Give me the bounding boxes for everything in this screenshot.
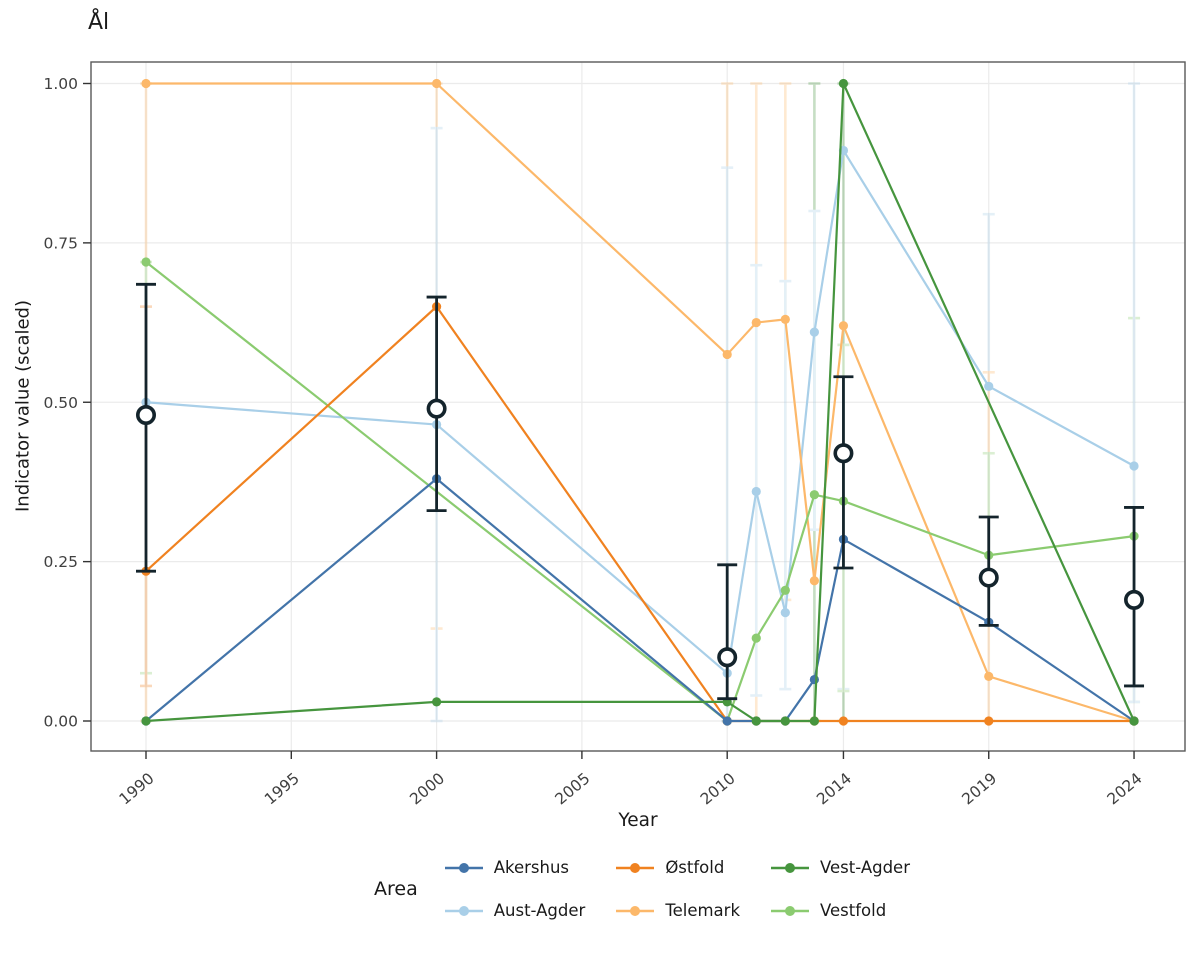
y-tick-label: 0.50 <box>43 394 78 412</box>
legend-item-label: Vest-Agder <box>820 858 910 877</box>
legend-key-icon <box>771 905 809 916</box>
data-point <box>780 314 790 324</box>
data-point <box>809 674 819 685</box>
page-title: Ål <box>88 10 110 35</box>
legend-item-label: Vestfold <box>820 901 887 920</box>
y-tick-label: 1.00 <box>43 75 78 93</box>
x-tick-label: 1995 <box>261 769 303 808</box>
legend-item--stfold: Østfold <box>615 858 740 877</box>
legend-item-akershus: Akershus <box>444 858 586 877</box>
data-point <box>1129 461 1139 471</box>
mean-point <box>833 443 854 464</box>
panel-border <box>90 61 1186 752</box>
x-tick-label: 1990 <box>116 769 158 808</box>
legend-item-label: Østfold <box>665 858 725 877</box>
series-line <box>145 82 1136 723</box>
legend-key-icon <box>616 905 655 916</box>
data-point <box>809 576 819 586</box>
series-line <box>145 261 1135 723</box>
y-tick-label: 0.75 <box>43 234 78 252</box>
legend-key-icon <box>444 862 483 873</box>
mean-point <box>717 647 738 668</box>
legend: Area Akershus Aust-Agder Østfold Telemark Ve… <box>374 858 910 920</box>
y-tick-label: 0.00 <box>43 713 78 731</box>
mean-point <box>1124 589 1145 610</box>
legend-item-vest-agder: Vest-Agder <box>770 858 910 877</box>
series-vest-agder <box>141 78 1139 726</box>
x-tick-label: 2024 <box>1104 769 1146 808</box>
legend-key-icon <box>444 905 483 916</box>
data-point <box>809 327 819 337</box>
gridlines <box>91 62 1185 751</box>
y-axis-title: Indicator value (scaled) <box>12 299 34 513</box>
data-point <box>751 716 761 726</box>
data-point <box>432 78 442 89</box>
data-point <box>722 349 732 360</box>
data-point <box>751 486 761 497</box>
legend-title: Area <box>374 878 418 900</box>
x-axis-title: Year <box>618 810 658 831</box>
data-point <box>780 608 790 618</box>
data-point <box>838 78 849 89</box>
data-point <box>432 697 442 707</box>
data-point <box>780 585 790 595</box>
data-point <box>141 78 151 89</box>
mean-point <box>978 567 999 588</box>
x-tick-label: 2014 <box>813 769 855 808</box>
mean-error-bars <box>136 282 1145 701</box>
axis-ticks: 1990 1995 2000 2005 2010 2014 2019 2024 0.00 0.25… <box>43 75 1145 808</box>
legend-item-label: Aust-Agder <box>493 901 586 920</box>
data-point <box>809 716 819 726</box>
mean-point <box>426 398 447 419</box>
data-point <box>984 671 994 681</box>
data-point <box>751 317 761 328</box>
legend-item-vestfold: Vestfold <box>770 901 910 920</box>
x-tick-label: 2019 <box>959 769 1001 808</box>
data-point <box>751 633 761 643</box>
data-point <box>141 716 151 726</box>
legend-key-icon <box>771 862 809 873</box>
mean-point <box>136 404 157 425</box>
x-tick-label: 2005 <box>552 769 594 808</box>
data-point <box>809 490 819 500</box>
data-point <box>1129 716 1139 726</box>
legend-items: Akershus Aust-Agder Østfold Telemark Vest-Ag… <box>444 858 910 920</box>
x-tick-label: 2010 <box>697 769 739 808</box>
legend-item-label: Telemark <box>665 901 740 920</box>
legend-key-icon <box>616 862 655 873</box>
legend-item-aust-agder: Aust-Agder <box>444 901 586 920</box>
data-point <box>780 716 790 726</box>
x-tick-label: 2000 <box>406 769 448 808</box>
data-point <box>838 716 849 726</box>
data-point <box>141 257 151 267</box>
legend-item-label: Akershus <box>493 858 570 877</box>
data-point <box>984 381 994 391</box>
data-point <box>722 716 732 726</box>
data-point <box>984 716 994 726</box>
data-point <box>838 321 849 331</box>
series-line <box>145 305 1135 723</box>
legend-item-telemark: Telemark <box>615 901 740 920</box>
series-aust-agder <box>141 145 1139 678</box>
y-tick-label: 0.25 <box>43 553 78 571</box>
